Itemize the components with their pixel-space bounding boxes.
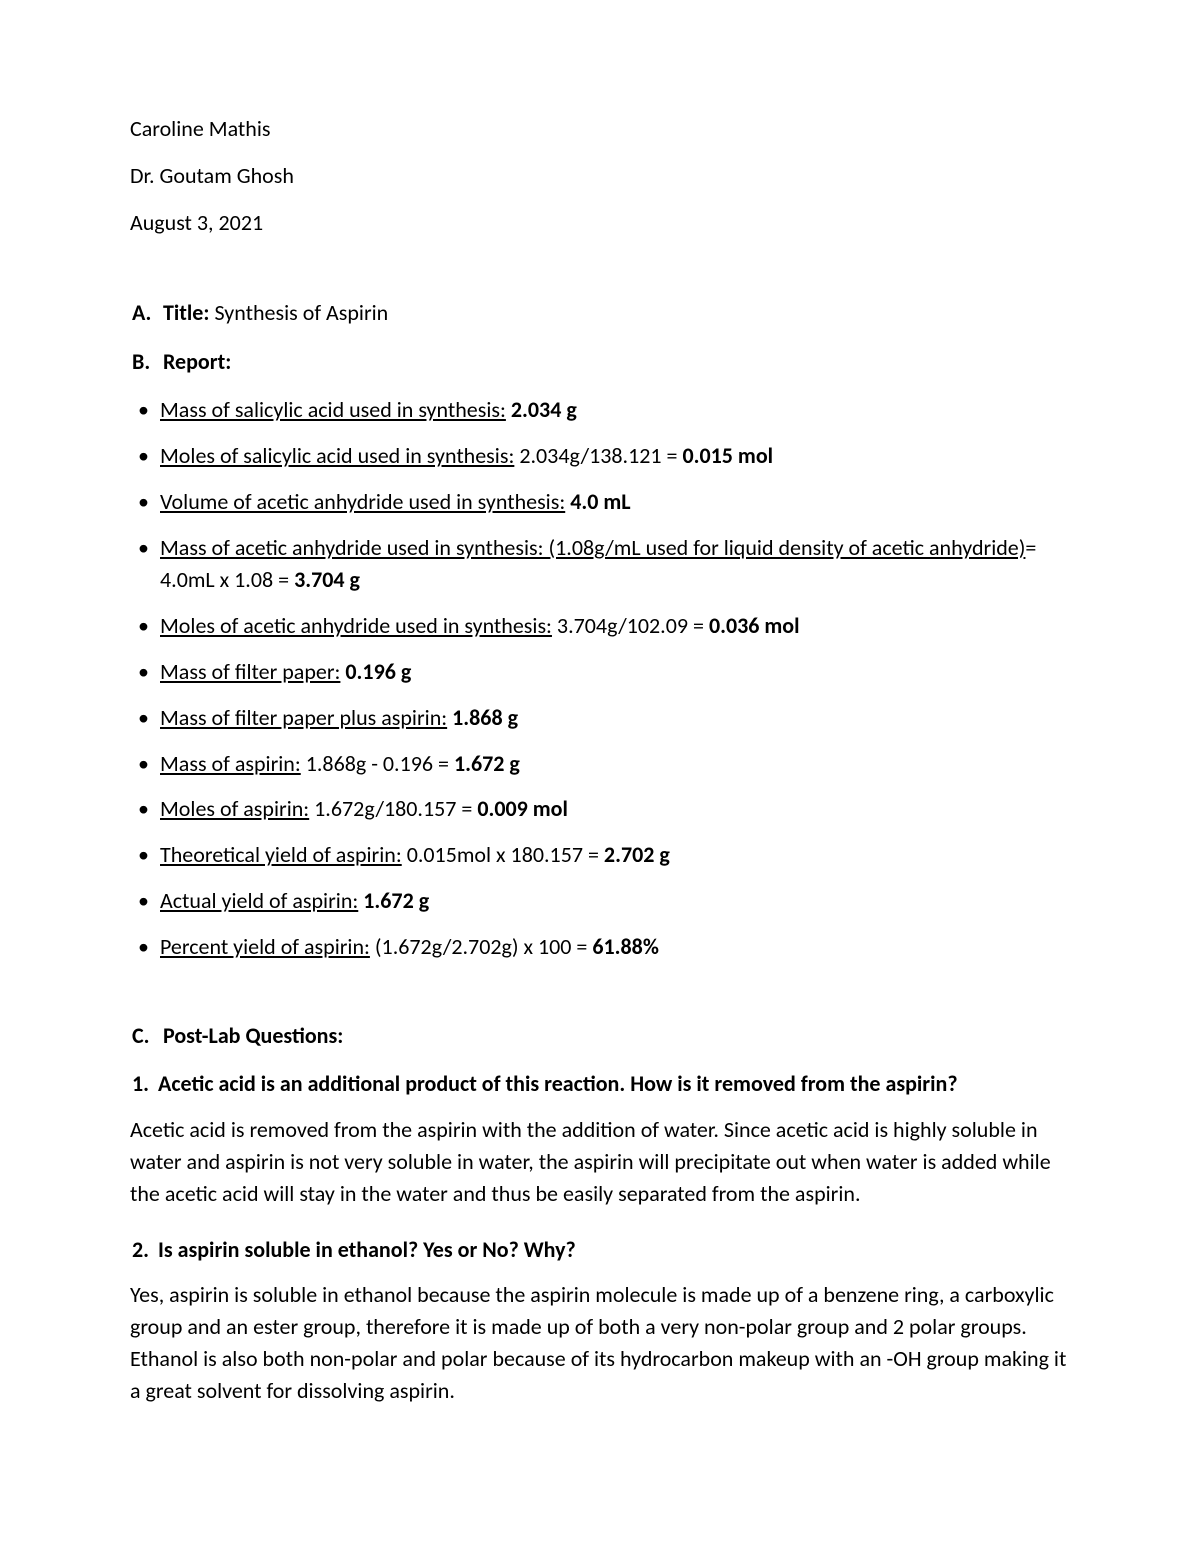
question-number: 2. — [132, 1234, 158, 1266]
report-item-result: 1.672 g — [363, 887, 429, 914]
report-item-calc: 0.015mol x 180.157 = — [402, 841, 604, 868]
report-item-label: Percent yield of aspirin: — [160, 933, 370, 960]
report-item-result: 2.702 g — [604, 841, 670, 868]
report-item: Mass of acetic anhydride used in synthes… — [136, 532, 1070, 596]
question-1: 1.Acetic acid is an additional product o… — [130, 1068, 1070, 1100]
report-item-label: Volume of acetic anhydride used in synth… — [160, 488, 565, 515]
report-item-result: 0.196 g — [345, 658, 411, 685]
report-item-label: Mass of aspirin: — [160, 750, 301, 777]
report-item-result: 1.672 g — [454, 750, 520, 777]
report-item-result: 61.88% — [592, 933, 659, 960]
section-letter: B. — [132, 345, 158, 378]
report-item: Moles of aspirin: 1.672g/180.157 = 0.009… — [136, 793, 1070, 825]
report-item: Mass of salicylic acid used in synthesis… — [136, 394, 1070, 426]
report-item-label: Actual yield of aspirin: — [160, 887, 358, 914]
report-item: Mass of filter paper plus aspirin: 1.868… — [136, 702, 1070, 734]
date-line: August 3, 2021 — [130, 208, 1070, 239]
report-item-result: 0.036 mol — [709, 612, 800, 639]
question-text: Acetic acid is an additional product of … — [158, 1070, 958, 1097]
report-item-label: Mass of acetic anhydride used in synthes… — [160, 534, 1025, 561]
report-item-result: 1.868 g — [452, 704, 518, 731]
report-item: Percent yield of aspirin: (1.672g/2.702g… — [136, 931, 1070, 963]
report-item-label: Mass of salicylic acid used in synthesis… — [160, 396, 506, 423]
report-item: Volume of acetic anhydride used in synth… — [136, 486, 1070, 518]
report-item: Actual yield of aspirin: 1.672 g — [136, 885, 1070, 917]
section-c-title: C. Post-Lab Questions: — [130, 1019, 1070, 1052]
section-letter: A. — [132, 296, 158, 329]
section-b-title: B. Report: — [130, 345, 1070, 378]
report-item: Moles of acetic anhydride used in synthe… — [136, 610, 1070, 642]
section-label: Report: — [163, 348, 231, 375]
answer-2: Yes, aspirin is soluble in ethanol becau… — [130, 1279, 1070, 1407]
answer-1: Acetic acid is removed from the aspirin … — [130, 1114, 1070, 1210]
instructor-line: Dr. Goutam Ghosh — [130, 161, 1070, 192]
report-item-label: Moles of aspirin: — [160, 795, 309, 822]
report-item: Mass of aspirin: 1.868g - 0.196 = 1.672 … — [136, 748, 1070, 780]
report-item: Mass of filter paper: 0.196 g — [136, 656, 1070, 688]
section-a-title: A. Title: Synthesis of Aspirin — [130, 296, 1070, 329]
report-list: Mass of salicylic acid used in synthesis… — [130, 394, 1070, 963]
report-item: Moles of salicylic acid used in synthesi… — [136, 440, 1070, 472]
section-letter: C. — [132, 1019, 158, 1052]
question-text: Is aspirin soluble in ethanol? Yes or No… — [158, 1236, 576, 1263]
report-item-label: Theoretical yield of aspirin: — [160, 841, 402, 868]
section-label: Title: — [163, 299, 209, 326]
report-item-label: Moles of acetic anhydride used in synthe… — [160, 612, 552, 639]
report-item-calc: (1.672g/2.702g) x 100 = — [370, 933, 592, 960]
report-item-label: Mass of filter paper: — [160, 658, 340, 685]
question-2: 2.Is aspirin soluble in ethanol? Yes or … — [130, 1234, 1070, 1266]
title-text: Synthesis of Aspirin — [214, 299, 388, 326]
report-item-result: 4.0 mL — [570, 488, 630, 515]
report-item-result: 2.034 g — [511, 396, 577, 423]
report-item-result: 0.015 mol — [682, 442, 773, 469]
report-item-calc: 2.034g/138.121 = — [514, 442, 682, 469]
report-item-calc: 3.704g/102.09 = — [552, 612, 709, 639]
report-item-label: Mass of filter paper plus aspirin: — [160, 704, 447, 731]
section-label: Post-Lab Questions: — [163, 1022, 343, 1049]
report-item-result: 3.704 g — [294, 566, 360, 593]
report-item-result: 0.009 mol — [477, 795, 568, 822]
report-item-label: Moles of salicylic acid used in synthesi… — [160, 442, 514, 469]
report-item: Theoretical yield of aspirin: 0.015mol x… — [136, 839, 1070, 871]
report-item-calc: 1.672g/180.157 = — [309, 795, 477, 822]
question-number: 1. — [132, 1068, 158, 1100]
author-line: Caroline Mathis — [130, 114, 1070, 145]
report-item-calc: 1.868g - 0.196 = — [301, 750, 454, 777]
